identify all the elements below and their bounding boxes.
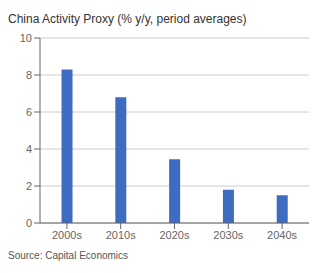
svg-text:2000s: 2000s	[52, 229, 82, 241]
svg-text:0: 0	[26, 217, 32, 229]
svg-text:2010s: 2010s	[106, 229, 136, 241]
svg-text:2020s: 2020s	[160, 229, 190, 241]
svg-text:6: 6	[26, 106, 32, 118]
svg-text:2040s: 2040s	[267, 229, 297, 241]
html-text:Source: Capital Economics: Source: Capital Economics	[8, 250, 129, 261]
svg-text:8: 8	[26, 69, 32, 81]
svg-text:2: 2	[26, 180, 32, 192]
html-text:China Activity Proxy (% y/y, p: China Activity Proxy (% y/y, period aver…	[8, 12, 247, 26]
svg-text:4: 4	[26, 143, 32, 155]
svg-text:10: 10	[20, 32, 32, 44]
svg-text:2030s: 2030s	[213, 229, 243, 241]
